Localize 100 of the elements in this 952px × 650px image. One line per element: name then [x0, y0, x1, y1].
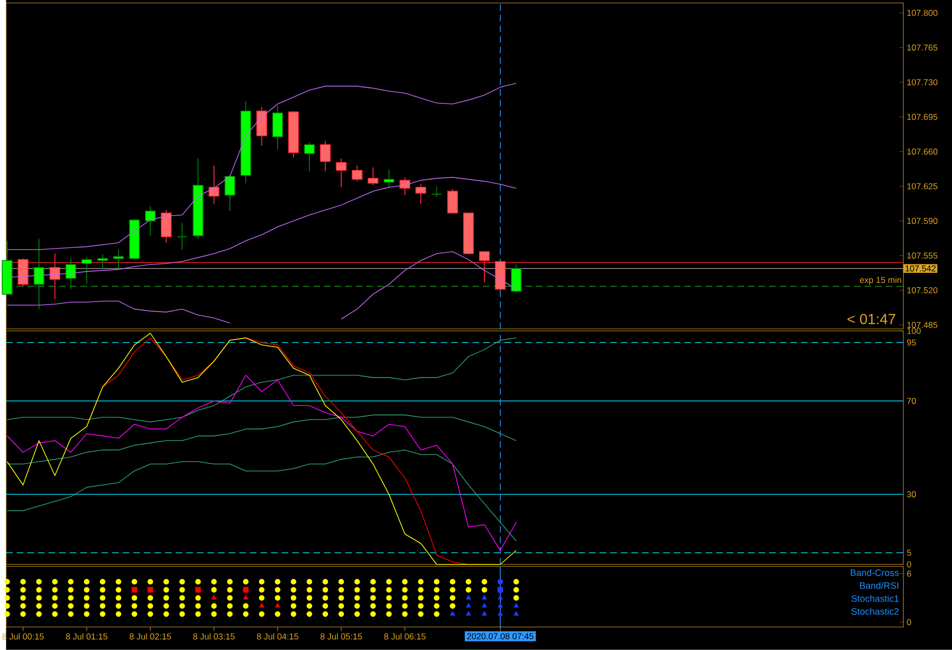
point [498, 579, 504, 585]
point [195, 579, 201, 585]
point [450, 603, 456, 609]
point [338, 603, 344, 609]
point [227, 611, 233, 617]
point [514, 611, 519, 616]
candlestick [272, 106, 283, 150]
point [132, 595, 138, 601]
x-tick-label: 8 Jul 03:15 [193, 633, 235, 640]
x-tick-label: 8 Jul 06:15 [384, 633, 426, 640]
point [370, 611, 376, 617]
point [290, 587, 296, 593]
point [4, 587, 10, 593]
point [338, 595, 344, 601]
candlestick [97, 254, 108, 270]
point [354, 611, 360, 617]
point [434, 587, 440, 593]
point [227, 595, 233, 601]
point [322, 611, 328, 617]
annotation: < 01:47 [848, 314, 896, 324]
point [163, 595, 170, 601]
y-tick-label: 107.695 [907, 114, 938, 120]
candlestick [384, 169, 394, 189]
point [466, 603, 471, 608]
candlestick [65, 258, 76, 290]
candlestick [304, 142, 315, 172]
x-tick-label: 2020.07.08 07:45 [467, 633, 534, 640]
point [84, 595, 90, 601]
point [179, 603, 185, 609]
point [36, 603, 42, 609]
point [68, 579, 74, 585]
candlestick [160, 210, 172, 244]
point [163, 603, 170, 609]
y-tick-label: 70 [907, 398, 916, 404]
point [258, 611, 264, 617]
y-tick-label: 5 [907, 550, 912, 556]
point [386, 579, 392, 585]
point [514, 603, 519, 608]
point [290, 579, 296, 585]
point [36, 587, 42, 593]
point [211, 595, 216, 600]
point [163, 587, 170, 593]
point [68, 595, 74, 601]
point [322, 595, 328, 601]
point [418, 611, 424, 617]
candlestick [336, 158, 347, 188]
point [322, 587, 328, 593]
y-tick-label: 107.555 [907, 252, 938, 259]
point [513, 587, 519, 593]
y-tick-label: 107.625 [907, 183, 938, 190]
point [513, 579, 519, 585]
point [242, 603, 249, 609]
point [36, 595, 42, 601]
point [274, 587, 280, 593]
candlestick [431, 186, 442, 198]
point [354, 579, 360, 585]
point [242, 579, 249, 585]
point [482, 611, 487, 616]
candlestick [447, 188, 458, 214]
y-tick-label: 107.730 [907, 79, 938, 86]
point [354, 587, 360, 593]
candlestick [144, 206, 156, 236]
point [243, 595, 248, 600]
point [482, 579, 488, 585]
candlestick [208, 165, 220, 205]
point [434, 603, 440, 609]
point [482, 603, 487, 608]
point [322, 603, 328, 609]
candlestick [34, 238, 44, 310]
annotation: Band-Cross [850, 569, 899, 576]
point [195, 587, 201, 593]
point [100, 587, 106, 593]
point [434, 611, 440, 617]
point [306, 611, 312, 617]
candlestick [479, 251, 490, 283]
point [258, 595, 264, 601]
point [274, 579, 280, 585]
point [20, 611, 26, 617]
point [306, 579, 312, 585]
point [402, 611, 408, 617]
point [4, 579, 10, 585]
point [370, 587, 376, 593]
point [195, 603, 201, 609]
point [466, 611, 471, 616]
y-tick-label: 107.485 [907, 322, 938, 328]
point [338, 579, 344, 585]
point [163, 579, 170, 585]
point [466, 595, 471, 600]
point [386, 587, 392, 593]
candlestick [368, 167, 378, 186]
point [498, 595, 503, 600]
point [386, 603, 392, 609]
point [322, 579, 328, 585]
point [148, 611, 154, 617]
point [450, 579, 456, 585]
point [258, 579, 264, 585]
y-tick-label: 107.590 [907, 218, 938, 224]
point [306, 587, 312, 593]
y-tick-label: 95 [907, 340, 916, 346]
y-tick-label: 0 [907, 561, 912, 568]
